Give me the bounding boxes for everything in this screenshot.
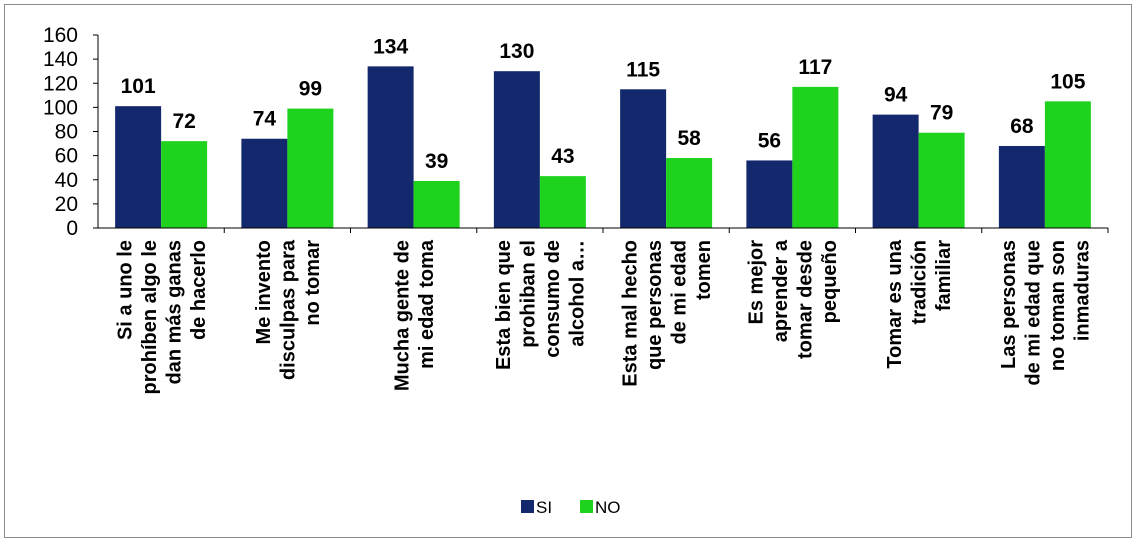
- x-category-label-line: Esta mal hecho: [619, 240, 641, 387]
- x-category-label: Esta bien que prohiban el consumo de alcoho…: [493, 240, 589, 370]
- data-label: 79: [930, 102, 953, 125]
- y-tick-label: 60: [55, 145, 78, 168]
- y-tick-label: 40: [55, 169, 78, 192]
- x-category-label-line: disculpas para: [277, 239, 299, 380]
- y-tick-label: 80: [55, 121, 78, 144]
- x-category-label: Tomar es una tradición familiar: [884, 239, 955, 368]
- chart-frame: [4, 4, 1132, 538]
- x-category-label-line: consumo de: [542, 240, 564, 358]
- y-tick-label: 20: [55, 193, 78, 216]
- x-category-label: Es mejor aprender a tomar desde pequeño: [746, 239, 842, 359]
- bar-no: [287, 108, 334, 228]
- data-label: 58: [677, 127, 701, 150]
- x-category-label-line: aprender a: [770, 239, 792, 342]
- data-label: 105: [1050, 70, 1085, 93]
- x-category-label: Esta mal hecho que personas de mi edad tome…: [619, 240, 715, 387]
- x-category-label-line: tomen: [693, 240, 715, 300]
- x-category-label-line: Si a uno le: [114, 240, 136, 340]
- data-labels: 101 72 74 99 134 39 130 43 115 58 56 117 94 79 68 105: [121, 35, 1086, 173]
- x-category-label-line: pequeño: [819, 240, 841, 323]
- x-category-label: Las personas de mi edad que no toman son in…: [998, 240, 1094, 386]
- bar-no: [1044, 101, 1091, 228]
- x-category-label-line: Mucha gente de: [391, 240, 413, 391]
- bar-no: [792, 86, 839, 229]
- x-category-label-line: no toman son: [1047, 240, 1069, 371]
- bar-si: [872, 114, 919, 228]
- data-label: 117: [798, 56, 832, 79]
- x-category-label-line: prohiban el: [518, 240, 540, 348]
- x-category-label-line: Me invento: [253, 240, 275, 344]
- y-tick-label: 120: [43, 72, 78, 95]
- data-label: 130: [499, 40, 534, 63]
- legend-label: SI: [536, 498, 552, 517]
- bar-si: [115, 106, 162, 228]
- data-label: 101: [121, 75, 156, 98]
- data-label: 74: [253, 108, 277, 131]
- x-category-label-line: que personas: [644, 240, 666, 370]
- x-axis: Si a uno le prohíben algo le dan más ganas…: [98, 227, 1109, 394]
- x-category-label-line: familiar: [933, 240, 955, 311]
- bars: [115, 66, 1091, 229]
- data-label: 72: [172, 110, 195, 133]
- data-label: 56: [758, 129, 781, 152]
- bar-no: [161, 141, 208, 228]
- y-tick-label: 0: [66, 217, 78, 240]
- bar-si: [746, 160, 793, 228]
- x-category-label-line: Es mejor: [746, 240, 768, 325]
- data-label: 115: [626, 58, 660, 81]
- bar-si: [241, 138, 288, 228]
- bar-si: [620, 89, 667, 228]
- x-category-label-line: mi edad toma: [416, 239, 438, 369]
- legend-label: NO: [595, 498, 621, 517]
- data-label: 99: [299, 78, 322, 101]
- x-category-label-line: Esta bien que: [493, 240, 515, 370]
- data-label: 94: [884, 84, 908, 107]
- x-category-label-line: alcohol a…: [567, 240, 589, 347]
- bar-si: [998, 145, 1045, 228]
- bar-no: [918, 132, 965, 228]
- x-category-label-line: de hacerlo: [188, 240, 210, 340]
- x-category-label-line: de mi edad: [668, 240, 690, 344]
- x-category-label: Si a uno le prohíben algo le dan más ganas…: [114, 240, 210, 394]
- legend: SI NO: [521, 498, 621, 517]
- x-category-label-line: tomar desde: [795, 240, 817, 359]
- x-category-label-line: Tomar es una: [884, 239, 906, 368]
- bar-no: [666, 158, 713, 228]
- y-tick-label: 160: [43, 24, 78, 47]
- x-category-label-line: Las personas: [998, 240, 1020, 369]
- x-category-label-line: prohíben algo le: [139, 240, 161, 394]
- x-category-label: Me invento disculpas para no tomar: [253, 239, 324, 380]
- data-label: 43: [551, 145, 574, 168]
- x-category-label-line: tradición: [909, 240, 931, 324]
- data-label: 134: [373, 35, 408, 58]
- legend-swatch-no: [580, 500, 593, 513]
- x-category-label-line: dan más ganas: [163, 240, 185, 385]
- bar-si: [493, 71, 540, 228]
- x-category-label-line: no tomar: [302, 240, 324, 326]
- legend-swatch-si: [521, 500, 534, 513]
- y-tick-label: 100: [43, 96, 78, 119]
- x-category-label-line: inmaduras: [1072, 240, 1094, 341]
- bar-si: [367, 66, 414, 228]
- x-category-label-line: de mi edad que: [1023, 240, 1045, 386]
- data-label: 68: [1010, 115, 1034, 138]
- bar-no: [413, 180, 460, 228]
- data-label: 39: [425, 150, 448, 173]
- y-tick-label: 140: [43, 48, 78, 71]
- x-category-label: Mucha gente de mi edad toma: [391, 239, 438, 391]
- bar-no: [539, 176, 586, 228]
